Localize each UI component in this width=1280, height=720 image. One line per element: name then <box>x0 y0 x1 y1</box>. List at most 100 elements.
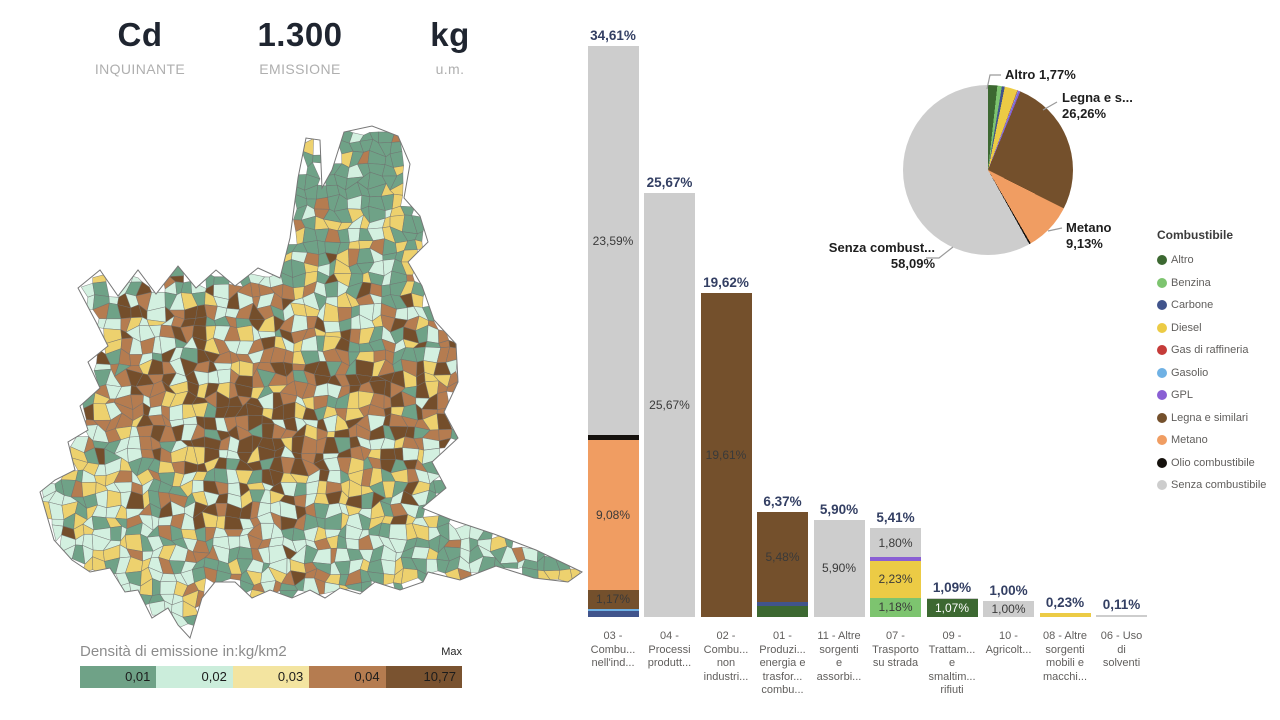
municipality-cell[interactable] <box>388 524 408 541</box>
bar-segment-legna-e-similari[interactable]: 5,48% <box>757 511 808 603</box>
bar-segment-gasolio[interactable] <box>587 609 639 612</box>
municipality-cell[interactable] <box>436 413 453 430</box>
legend-item-legna-e-similari[interactable]: Legna e similari <box>1157 407 1277 430</box>
municipality-cell[interactable] <box>190 281 207 294</box>
bar-segment-gpl[interactable] <box>870 557 921 561</box>
municipality-cell[interactable] <box>393 582 405 594</box>
municipality-cell[interactable] <box>229 573 243 581</box>
municipality-cell[interactable] <box>522 566 539 585</box>
municipality-cell[interactable] <box>127 436 142 450</box>
municipality-cell[interactable] <box>316 480 328 495</box>
legend-item-label: Benzina <box>1171 276 1211 289</box>
bar-segment-altro[interactable]: 1,07% <box>926 599 978 617</box>
pollutant-label: INQUINANTE <box>94 61 186 77</box>
municipality-cell[interactable] <box>136 424 154 437</box>
municipality-cell[interactable] <box>383 573 396 586</box>
legend-item-label: Diesel <box>1171 321 1202 334</box>
municipality-cell[interactable] <box>347 228 361 243</box>
municipality-cell[interactable] <box>345 538 360 551</box>
map-legend-swatch-label: 0,01 <box>125 669 151 684</box>
municipality-cell[interactable] <box>439 437 452 449</box>
bar-segment-carbone[interactable] <box>587 611 639 617</box>
legend-item-gasolio[interactable]: Gasolio <box>1157 362 1277 385</box>
municipality-cell[interactable] <box>326 431 336 438</box>
map-legend-swatch-label: 10,77 <box>423 669 457 684</box>
bar-segment-senza-combustibile[interactable]: 1,00% <box>983 600 1034 617</box>
bar-total-label: 0,23% <box>1045 595 1085 611</box>
lombardy-municipality-map <box>39 125 583 639</box>
bar-segment-senza-combustibile[interactable] <box>1096 615 1147 617</box>
bar-segment-altro[interactable] <box>757 606 808 617</box>
bar-segment-senza-combustibile[interactable]: 23,59% <box>587 45 639 436</box>
bar-segment-label: 9,08% <box>595 507 631 522</box>
bar-segment-senza-combustibile[interactable] <box>926 598 978 600</box>
legend-item-gas-di-raffineria[interactable]: Gas di raffineria <box>1157 339 1277 362</box>
bar-segment-benzina[interactable]: 1,18% <box>870 597 921 617</box>
bar-total-label: 34,61% <box>590 27 636 43</box>
legend-item-diesel[interactable]: Diesel <box>1157 317 1277 340</box>
municipality-cell[interactable] <box>348 240 360 250</box>
municipality-cell[interactable] <box>169 404 184 422</box>
legend-item-gpl[interactable]: GPL <box>1157 384 1277 407</box>
municipality-cell[interactable] <box>216 368 232 385</box>
municipality-cell[interactable] <box>215 515 226 530</box>
municipality-cell[interactable] <box>355 359 375 377</box>
municipality-cell[interactable] <box>323 321 341 333</box>
bar-segment-senza-combustibile[interactable]: 25,67% <box>644 193 695 617</box>
municipality-cell[interactable] <box>151 578 161 596</box>
bar-segment-carbone[interactable] <box>757 602 808 607</box>
municipality-cell[interactable] <box>193 316 208 327</box>
pie-chart[interactable] <box>903 85 1073 255</box>
bar-segment-senza-combustibile[interactable]: 5,90% <box>813 519 865 617</box>
municipality-cell[interactable] <box>437 391 450 410</box>
kpi-card-unit: kg u.m. <box>365 16 535 77</box>
bar-segment-label: 1,17% <box>595 592 631 607</box>
municipality-cell[interactable] <box>148 600 167 616</box>
municipality-cell[interactable] <box>313 197 330 210</box>
bar-segment-senza-combustibile[interactable]: 1,80% <box>870 527 921 558</box>
municipality-cell[interactable] <box>238 360 254 377</box>
bar-axis-label: 10 - Agricolt... <box>985 630 1032 656</box>
legend-item-metano[interactable]: Metano <box>1157 429 1277 452</box>
municipality-cell[interactable] <box>316 240 326 255</box>
municipality-cell[interactable] <box>80 282 95 298</box>
municipality-cell[interactable] <box>191 479 205 494</box>
bar-segment-metano[interactable]: 9,08% <box>587 439 639 590</box>
municipality-cell[interactable] <box>406 274 415 282</box>
legend-item-benzina[interactable]: Benzina <box>1157 272 1277 295</box>
municipality-cell[interactable] <box>103 318 122 331</box>
municipality-cell[interactable] <box>213 276 231 285</box>
municipality-cell[interactable] <box>380 448 397 460</box>
legend-item-olio-combustibile[interactable]: Olio combustibile <box>1157 452 1277 475</box>
municipality-cell[interactable] <box>110 525 122 542</box>
map-legend-swatch: 0,04 <box>309 666 386 688</box>
municipality-cell[interactable] <box>106 489 122 509</box>
bar-segment-diesel[interactable] <box>1039 613 1091 617</box>
legend-item-label: Gas di raffineria <box>1171 344 1249 357</box>
bar-axis-label: 02 - Combu... non industri... <box>703 630 749 683</box>
municipality-cell[interactable] <box>401 568 419 585</box>
bar-total-label: 6,37% <box>763 493 802 509</box>
municipality-cell[interactable] <box>139 436 153 451</box>
legend-color-dot <box>1157 367 1167 378</box>
municipality-cell[interactable] <box>236 546 254 560</box>
municipality-cell[interactable] <box>411 546 430 560</box>
legend-item-carbone[interactable]: Carbone <box>1157 294 1277 317</box>
pie-callout-senza: Senza combust... 58,09% <box>828 240 935 271</box>
municipality-cell[interactable] <box>324 280 339 298</box>
bar-axis-label: 09 - Trattam... e smaltim... rifiuti <box>928 630 976 696</box>
bar-segment-legna-e-similari[interactable]: 1,17% <box>587 589 639 610</box>
bar-axis-label: 01 - Produzi... energia e trasfor... combu..… <box>759 630 806 696</box>
municipality-cell[interactable] <box>402 447 420 461</box>
bar-segment-olio-combustibile[interactable] <box>587 435 639 440</box>
legend-item-altro[interactable]: Altro <box>1157 249 1277 272</box>
bar-segment-legna-e-similari[interactable]: 19,61% <box>700 293 752 617</box>
municipality-cell[interactable] <box>282 401 296 420</box>
bar-total-label: 0,11% <box>1102 597 1141 613</box>
legend-item-senza-combustibile[interactable]: Senza combustibile <box>1157 474 1277 497</box>
map-legend-swatch: 0,02 <box>156 666 233 688</box>
municipality-cell[interactable] <box>92 281 110 297</box>
bar-segment-diesel[interactable]: 2,23% <box>870 560 921 598</box>
municipality-cell[interactable] <box>292 363 306 371</box>
municipality-cell[interactable] <box>279 589 299 601</box>
